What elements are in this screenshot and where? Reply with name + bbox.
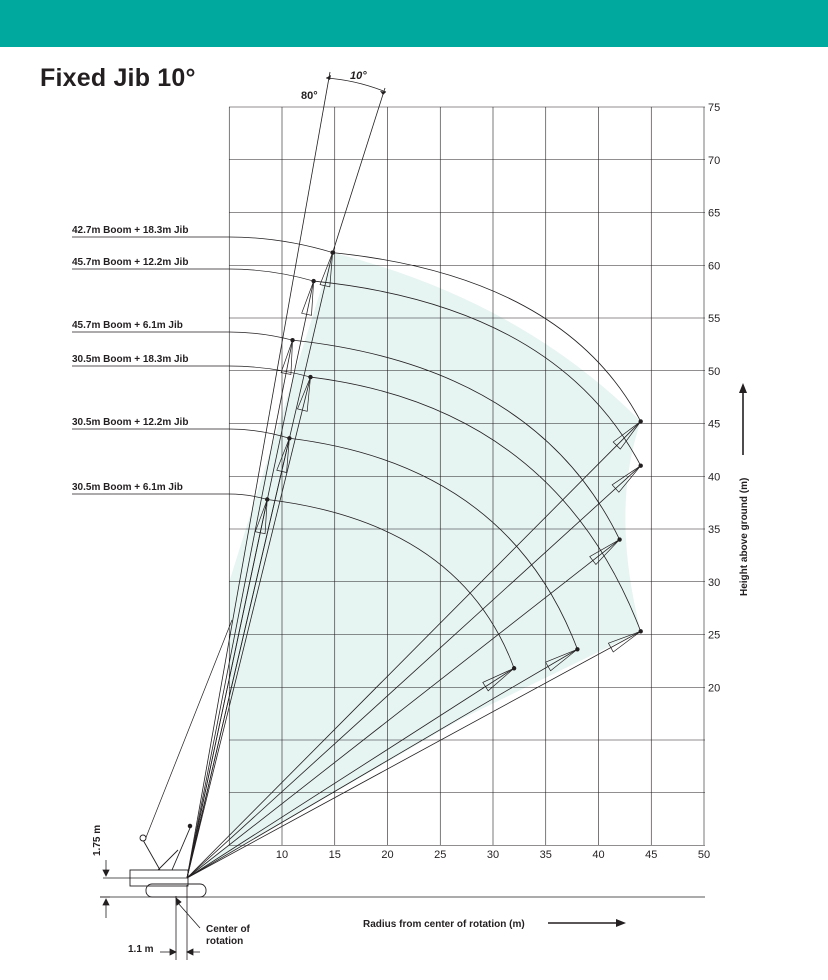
boom-line-high	[186, 438, 290, 879]
grid	[228, 106, 705, 846]
boom-80deg-line	[186, 71, 331, 879]
range-arc	[267, 499, 515, 669]
boom-line-low	[186, 539, 620, 879]
y-tick-label: 35	[708, 524, 720, 536]
x-tick-label: 15	[329, 849, 341, 861]
jib-segment	[301, 280, 314, 316]
pivot-height-label: 1.75 m	[92, 825, 103, 856]
boom-line-high	[186, 376, 311, 879]
x-tick-label: 30	[487, 849, 499, 861]
y-tick-label: 45	[708, 419, 720, 431]
boom-line-low	[186, 648, 578, 879]
range-arc	[313, 280, 642, 466]
y-tick-labels: 20 25 30 35 40 45 50 55 60 65 70 75	[708, 102, 720, 694]
config-leader	[72, 236, 333, 253]
dimension-marks	[100, 860, 201, 960]
boom-line-high	[186, 499, 268, 879]
jib-segment	[319, 252, 333, 288]
range-curves	[72, 236, 642, 669]
config-leader	[72, 331, 293, 341]
range-arc	[310, 376, 642, 632]
y-tick-label: 60	[708, 260, 720, 272]
jib-segment	[589, 539, 620, 565]
jib-segment	[482, 667, 515, 692]
boom-angle-label: 80°	[301, 90, 318, 102]
config-label: 45.7m Boom + 6.1m Jib	[72, 320, 183, 331]
x-axis-arrow	[548, 919, 626, 927]
boom-line-low	[186, 421, 641, 879]
angle-annotation: 10° 80°	[301, 70, 387, 102]
x-tick-labels: 10 15 20 25 30 35 40 45 50	[276, 849, 710, 861]
x-tick-label: 35	[540, 849, 552, 861]
header-bar	[0, 0, 828, 47]
jib-segment	[612, 421, 641, 450]
y-axis-title: Height above ground (m)	[739, 478, 750, 596]
jib-segment	[280, 340, 293, 375]
center-of-rotation-label: Center of rotation	[206, 924, 251, 947]
y-tick-label: 20	[708, 682, 720, 694]
x-tick-label: 10	[276, 849, 288, 861]
y-tick-label: 70	[708, 155, 720, 167]
pivot-offset-label: 1.1 m	[128, 944, 154, 955]
x-tick-label: 45	[645, 849, 657, 861]
config-leader	[72, 365, 311, 378]
x-axis-title: Radius from center of rotation (m)	[363, 919, 525, 930]
y-tick-label: 25	[708, 630, 720, 642]
x-tick-label: 50	[698, 849, 710, 861]
y-tick-label: 65	[708, 208, 720, 220]
config-label: 30.5m Boom + 6.1m Jib	[72, 482, 183, 493]
y-tick-label: 55	[708, 313, 720, 325]
config-label: 45.7m Boom + 12.2m Jib	[72, 257, 188, 268]
boom-lines	[144, 71, 641, 879]
y-tick-label: 50	[708, 366, 720, 378]
jib-segment	[254, 499, 268, 535]
pendant-line	[144, 619, 233, 841]
jib-10deg-line	[332, 87, 386, 253]
boom-line-low	[186, 630, 641, 879]
x-tick-label: 20	[381, 849, 393, 861]
y-tick-label: 75	[708, 102, 720, 114]
working-envelope	[187, 252, 641, 879]
jib-segment	[276, 438, 290, 473]
jib-tips	[254, 250, 643, 692]
x-tick-label: 40	[592, 849, 604, 861]
jib-segment	[297, 376, 311, 412]
boom-line-low	[186, 465, 641, 879]
x-tick-label: 25	[434, 849, 446, 861]
page-title: Fixed Jib 10°	[40, 64, 196, 92]
jib-angle-label: 10°	[350, 70, 367, 82]
config-leader	[72, 428, 290, 439]
config-leader	[72, 268, 314, 282]
y-tick-label: 40	[708, 471, 720, 483]
configuration-labels: 42.7m Boom + 18.3m Jib 45.7m Boom + 12.2m…	[72, 225, 188, 493]
boom-line-high	[186, 340, 293, 879]
range-arc	[289, 437, 578, 650]
jib-segment	[545, 648, 578, 672]
config-label: 30.5m Boom + 18.3m Jib	[72, 354, 188, 365]
boom-line-low	[186, 667, 515, 879]
jib-segment	[607, 631, 641, 653]
range-arc	[332, 252, 642, 422]
config-label: 42.7m Boom + 18.3m Jib	[72, 225, 188, 236]
jib-segment	[611, 465, 641, 493]
y-axis-arrow	[739, 383, 747, 455]
config-leader	[72, 493, 268, 500]
config-label: 30.5m Boom + 12.2m Jib	[72, 417, 188, 428]
range-arc	[292, 339, 620, 540]
y-tick-label: 30	[708, 577, 720, 589]
